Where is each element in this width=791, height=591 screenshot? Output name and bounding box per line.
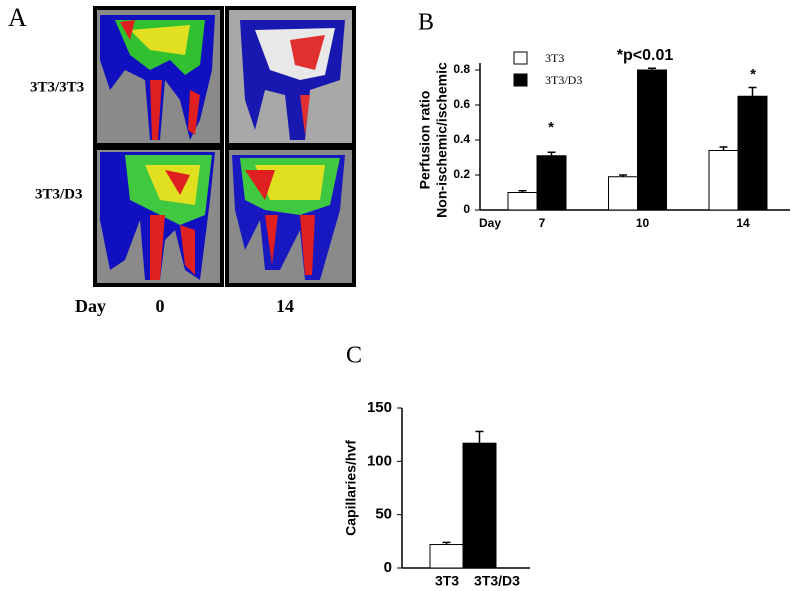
bar <box>708 150 739 211</box>
x-label: Day <box>75 296 106 316</box>
y-tick-label: 0 <box>384 559 392 576</box>
row-label: 3T3/3T3 <box>30 79 84 95</box>
legend-label: 3T3/D3 <box>545 73 582 87</box>
y-tick-label: 150 <box>367 399 392 416</box>
bar <box>429 544 464 569</box>
annotation: *p<0.01 <box>617 47 674 64</box>
legend-label: 3T3 <box>545 51 564 65</box>
x-tick-label: 3T3 <box>435 573 459 589</box>
y-axis-label: Capillaries/hvf <box>343 440 359 536</box>
y-tick-label: 0 <box>463 202 470 216</box>
bar <box>737 95 768 211</box>
x-tick-label: 10 <box>636 216 650 230</box>
x-tick-label: 7 <box>539 216 546 230</box>
column-label: 0 <box>156 296 165 316</box>
y-tick-label: 0.2 <box>453 167 470 181</box>
y-axis-label: Perfusion ratio <box>417 91 433 190</box>
x-axis-label: Day <box>479 216 501 230</box>
column-label: 14 <box>276 296 294 316</box>
annotation: * <box>750 66 756 83</box>
y-axis-label: Non-ischemic/ischemic <box>434 62 450 218</box>
panel-letter: A <box>8 3 27 32</box>
bar <box>637 69 667 211</box>
legend-swatch <box>513 51 528 65</box>
perfusion-blobs <box>100 15 345 280</box>
y-tick-label: 100 <box>367 452 392 469</box>
panel-letter: B <box>418 10 434 36</box>
y-tick-label: 0.4 <box>453 132 470 146</box>
bar <box>462 442 497 569</box>
x-tick-label: 14 <box>736 216 750 230</box>
annotation: * <box>548 119 554 136</box>
bar <box>507 192 538 211</box>
row-label: 3T3/D3 <box>35 186 83 202</box>
y-tick-label: 50 <box>375 506 392 523</box>
panel-a-images <box>93 6 356 287</box>
y-tick-label: 0.8 <box>453 62 470 76</box>
legend-swatch <box>513 73 528 87</box>
bar <box>536 155 567 211</box>
x-tick-label: 3T3/D3 <box>474 573 520 589</box>
panel-letter: C <box>346 343 362 369</box>
y-tick-label: 0.6 <box>453 97 470 111</box>
bar <box>608 176 638 211</box>
